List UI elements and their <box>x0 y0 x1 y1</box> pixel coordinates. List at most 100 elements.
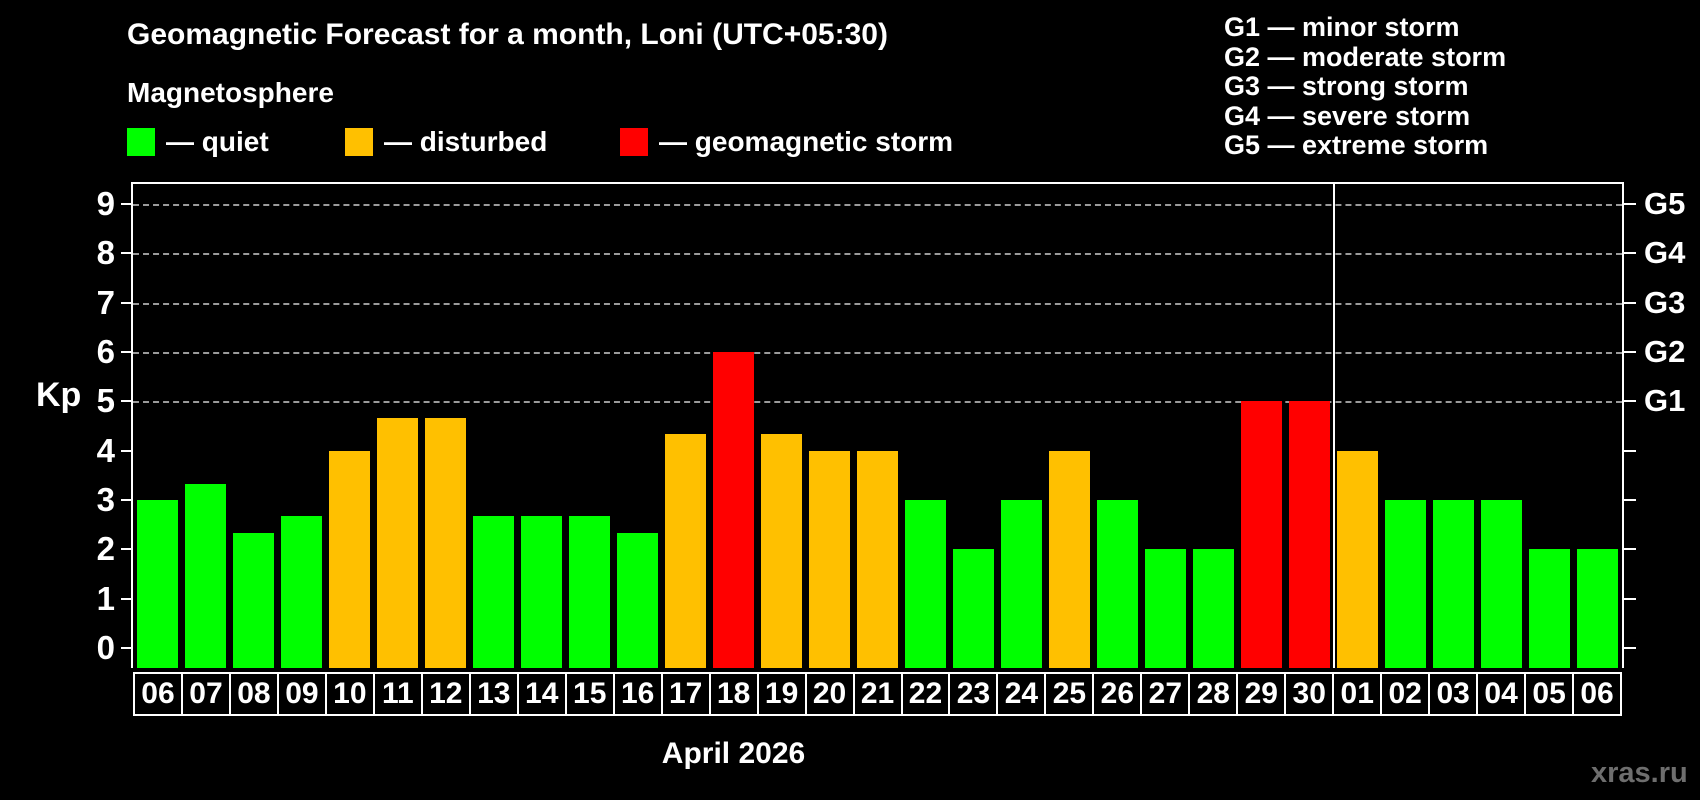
y-axis-tick-label-7: 7 <box>96 283 115 321</box>
g-axis-label-g1: G1 <box>1644 383 1686 419</box>
left-tick-4 <box>121 449 131 452</box>
kp-bar-13-7 <box>472 516 514 668</box>
date-cell-06-30: 06 <box>1572 672 1623 716</box>
kp-bar-06-30 <box>1577 549 1619 668</box>
kp-bar-27-21 <box>1145 549 1187 668</box>
kp-bar-05-29 <box>1529 549 1571 668</box>
month-boundary-line <box>1332 184 1335 668</box>
right-tick-2 <box>1624 548 1636 551</box>
date-cell-16-10: 16 <box>612 672 663 716</box>
date-cell-25-19: 25 <box>1044 672 1095 716</box>
date-cell-23-17: 23 <box>948 672 999 716</box>
y-axis-tick-label-8: 8 <box>96 234 115 272</box>
disturbed-color-swatch <box>345 128 373 156</box>
date-cell-06-0: 06 <box>133 672 183 716</box>
left-tick-8 <box>121 252 131 255</box>
gridline-kp8 <box>133 253 1622 256</box>
kp-bar-12-6 <box>424 417 466 668</box>
right-tick-3 <box>1624 499 1636 502</box>
y-axis-tick-label-2: 2 <box>96 530 115 568</box>
date-cell-26-20: 26 <box>1092 672 1143 716</box>
date-cell-02-26: 02 <box>1380 672 1431 716</box>
date-cell-15-9: 15 <box>564 672 615 716</box>
kp-bar-22-16 <box>905 500 947 668</box>
date-cell-03-27: 03 <box>1428 672 1479 716</box>
kp-bar-18-12 <box>712 351 754 668</box>
kp-bar-17-11 <box>664 434 706 668</box>
kp-bar-14-8 <box>520 516 562 668</box>
y-axis-tick-label-0: 0 <box>96 629 115 667</box>
g-axis-label-g3: G3 <box>1644 284 1686 320</box>
y-axis-tick-label-6: 6 <box>96 332 115 370</box>
quiet-color-swatch <box>127 128 155 156</box>
g-scale-legend: G1 — minor storm G2 — moderate storm G3 … <box>1224 12 1506 161</box>
kp-bar-26-20 <box>1097 500 1139 668</box>
right-tick-6 <box>1624 350 1636 353</box>
storm-color-swatch <box>620 128 648 156</box>
g-axis-label-g4: G4 <box>1644 235 1686 271</box>
x-axis-date-row: 06 07 08 09 10 11 12 13 14 15 16 17 18 19 20 21 22 23 24 25… <box>133 672 1623 716</box>
g3-legend-line: G3 — strong storm <box>1224 71 1469 101</box>
y-axis-tick-label-4: 4 <box>96 431 115 469</box>
date-cell-09-3: 09 <box>276 672 327 716</box>
g-axis-label-g5: G5 <box>1644 185 1686 221</box>
gridline-kp6 <box>133 351 1622 354</box>
chart-title: Geomagnetic Forecast for a month, Loni (… <box>127 18 888 51</box>
date-cell-21-15: 21 <box>852 672 903 716</box>
date-cell-05-29: 05 <box>1524 672 1575 716</box>
legend-item-storm: — geomagnetic storm <box>620 126 953 158</box>
right-tick-4 <box>1624 449 1636 452</box>
kp-bar-03-27 <box>1433 500 1475 668</box>
left-tick-1 <box>121 597 131 600</box>
date-cell-14-8: 14 <box>516 672 567 716</box>
left-tick-7 <box>121 301 131 304</box>
right-tick-5 <box>1624 400 1636 403</box>
kp-bar-11-5 <box>376 417 418 668</box>
magnetosphere-label: Magnetosphere <box>127 77 334 108</box>
legend-label-disturbed: — disturbed <box>384 126 548 157</box>
legend-item-disturbed: — disturbed <box>345 126 547 158</box>
y-axis-tick-label-3: 3 <box>96 481 115 519</box>
left-tick-5 <box>121 400 131 403</box>
left-tick-6 <box>121 350 131 353</box>
kp-bar-25-19 <box>1049 450 1091 668</box>
left-tick-2 <box>121 548 131 551</box>
kp-bar-21-15 <box>857 450 898 668</box>
left-tick-3 <box>121 499 131 502</box>
g5-legend-line: G5 — extreme storm <box>1224 130 1489 160</box>
kp-bar-16-10 <box>616 533 658 668</box>
gridline-kp9 <box>133 203 1622 206</box>
date-cell-22-16: 22 <box>900 672 951 716</box>
y-axis-tick-label-1: 1 <box>96 579 115 617</box>
date-cell-27-21: 27 <box>1140 672 1191 716</box>
g1-legend-line: G1 — minor storm <box>1224 12 1460 42</box>
date-cell-07-1: 07 <box>180 672 231 716</box>
right-tick-0 <box>1624 647 1636 650</box>
kp-bar-19-13 <box>760 434 802 668</box>
kp-bar-06-0 <box>136 500 178 668</box>
legend-item-quiet: — quiet <box>127 126 269 158</box>
date-cell-20-14: 20 <box>804 672 855 716</box>
date-cell-12-6: 12 <box>420 672 471 716</box>
kp-bar-28-22 <box>1193 549 1235 668</box>
right-tick-1 <box>1624 597 1636 600</box>
left-tick-0 <box>121 647 131 650</box>
date-cell-10-4: 10 <box>324 672 375 716</box>
kp-bar-02-26 <box>1385 500 1427 668</box>
date-cell-01-25: 01 <box>1332 672 1383 716</box>
date-cell-29-23: 29 <box>1236 672 1287 716</box>
right-tick-9 <box>1624 202 1636 205</box>
kp-bar-30-24 <box>1289 401 1331 668</box>
kp-bar-24-18 <box>1001 500 1043 668</box>
g4-legend-line: G4 — severe storm <box>1224 100 1471 131</box>
date-cell-13-7: 13 <box>468 672 519 716</box>
date-cell-24-18: 24 <box>996 672 1047 716</box>
date-cell-11-5: 11 <box>372 672 423 716</box>
legend-label-storm: — geomagnetic storm <box>659 126 954 157</box>
left-tick-9 <box>121 202 131 205</box>
kp-bar-10-4 <box>328 450 370 668</box>
kp-bar-29-23 <box>1241 401 1283 668</box>
legend-label-quiet: — quiet <box>166 126 269 157</box>
plot-area <box>131 182 1624 668</box>
